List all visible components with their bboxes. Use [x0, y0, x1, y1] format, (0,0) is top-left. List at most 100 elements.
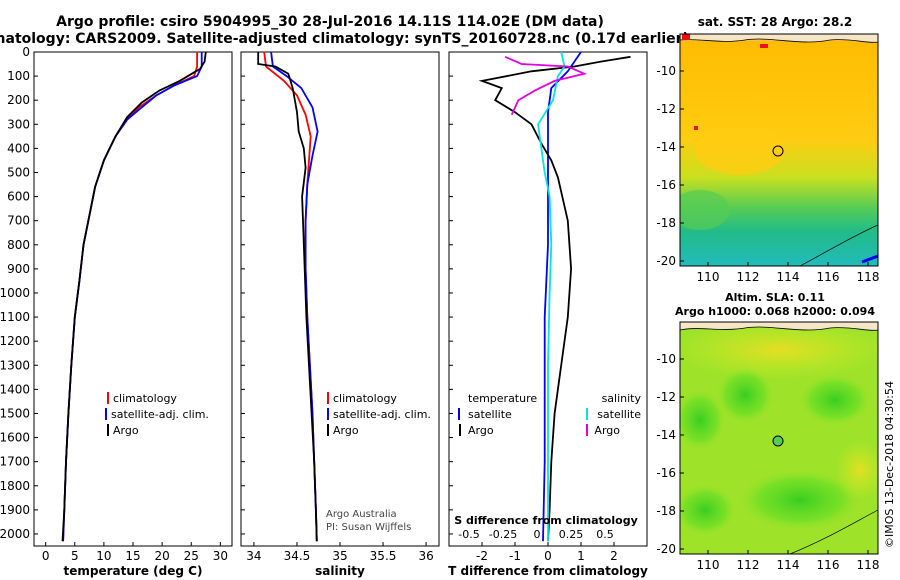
title-line-1: Argo profile: csiro 5904995_30 28-Jul-20… [56, 14, 604, 30]
sla-low-patch [717, 367, 773, 423]
map-lat-label: -12 [656, 390, 676, 404]
depth-tick-label: 400 [7, 141, 30, 155]
depth-tick-label: 2000 [0, 527, 30, 541]
map-lon-label: 110 [697, 270, 720, 284]
depth-tick-label: 1800 [0, 479, 30, 493]
salinity-lines [257, 51, 319, 542]
map-lon-label: 114 [777, 270, 800, 284]
s-difference-tick-label: -0.5 [458, 528, 479, 541]
x-axes: 0 5 10 15 20 25 30 34 34.5 35 35.5 36 -2 -1 0 1 2 -0.5 -0.… [42, 528, 618, 563]
depth-tick-label: 300 [7, 117, 30, 131]
s-difference-tick-label: 0.5 [596, 528, 614, 541]
sla-map-title-1: Altim. SLA: 0.11 [725, 291, 825, 304]
map-lat-label: -18 [656, 504, 676, 518]
x-tick-label: 1 [577, 549, 585, 563]
temperature-panel [33, 51, 233, 547]
legend-s-satellite: satellite [597, 408, 641, 421]
legend-satellite: satellite-adj. clim. [333, 408, 431, 421]
legend-climatology: climatology [113, 392, 177, 405]
sla-map-frame [679, 321, 879, 555]
legend-salinity-title: salinity [602, 392, 642, 405]
x-tick-label: 35.5 [370, 549, 397, 563]
map-lat-label: -14 [656, 428, 676, 442]
x-tick-label: 34 [246, 549, 261, 563]
t-difference-xlabel: T difference from climatology [448, 564, 648, 578]
sst-cool-patch [680, 190, 730, 230]
map-lat-label: -18 [656, 216, 676, 230]
legend-satellite: satellite-adj. clim. [111, 408, 209, 421]
x-tick-label: 34.5 [284, 549, 311, 563]
sst-map: sat. SST: 28 Argo: 28.2 -10-12-14-16-18-… [656, 15, 879, 284]
sla-high-patch [680, 322, 878, 380]
x-tick-label: 15 [125, 549, 140, 563]
series-line-satellite-adj-clim- [270, 51, 319, 542]
x-tick-label: 0 [42, 549, 50, 563]
series-line-climatology [263, 51, 318, 542]
x-tick-label: 25 [184, 549, 199, 563]
depth-tick-label: 1700 [0, 455, 30, 469]
series-line-salinity-satellite [537, 51, 566, 542]
depth-tick-label: 600 [7, 190, 30, 204]
legend-t-satellite: satellite [468, 408, 512, 421]
depth-tick-label: 1100 [0, 310, 30, 324]
annotation-argo-australia: Argo Australia [326, 509, 397, 520]
sst-map-ticks: -10 -12 -14 -16 -18 -20 110 112 114 116 118 [656, 64, 879, 284]
map-lat-label: -16 [656, 466, 676, 480]
x-tick-label: 0 [544, 549, 552, 563]
sla-map-ticks: -10 -12 -14 -16 -18 -20 110 112 114 116 118 [656, 352, 879, 572]
depth-tick-label: 1500 [0, 406, 30, 420]
map-lat-label: -20 [656, 254, 676, 268]
map-lat-label: -20 [656, 542, 676, 556]
sst-argo-marker [772, 145, 784, 157]
depth-axis: 0 100 200 300 400 500 600 700 800 900 1000 1100 1200… [0, 45, 453, 541]
depth-tick-label: 500 [7, 165, 30, 179]
temperature-legend: climatology satellite-adj. clim. Argo [105, 392, 209, 437]
depth-tick-label: 1400 [0, 382, 30, 396]
x-tick-label: -1 [509, 549, 521, 563]
sla-low-patch [680, 485, 735, 535]
salinity-panel [240, 51, 440, 547]
difference-legend-temperature: temperature satellite Argo [458, 392, 537, 437]
map-lon-label: 118 [857, 270, 880, 284]
series-line-argo [257, 52, 318, 542]
depth-tick-label: 1900 [0, 503, 30, 517]
credit-text: ©IMOS 13-Dec-2018 04:30:54 [883, 381, 896, 548]
legend-t-argo: Argo [468, 424, 494, 437]
depth-tick-label: 1000 [0, 286, 30, 300]
map-lat-label: -14 [656, 140, 676, 154]
x-tick-label: -2 [476, 549, 488, 563]
legend-climatology: climatology [333, 392, 397, 405]
depth-tick-label: 1200 [0, 334, 30, 348]
legend-argo: Argo [333, 424, 359, 437]
map-lon-label: 112 [737, 270, 760, 284]
difference-legend-salinity: salinity satellite Argo [586, 392, 642, 437]
x-tick-label: 36 [418, 549, 433, 563]
series-line-salinity-argo [504, 55, 588, 116]
series-line-temperature-argo [478, 55, 631, 542]
salinity-legend: climatology satellite-adj. clim. Argo Ar… [326, 392, 431, 533]
temperature-lines [61, 51, 207, 542]
sla-map: Altim. SLA: 0.11 Argo h1000: 0.068 h2000… [656, 291, 879, 572]
map-lon-label: 118 [857, 558, 880, 572]
s-difference-tick-label: 0 [534, 528, 541, 541]
x-tick-label: 20 [154, 549, 169, 563]
sla-low-patch [800, 375, 870, 425]
map-lat-label: -10 [656, 64, 676, 78]
series-line-climatology [62, 52, 199, 542]
map-lon-label: 110 [697, 558, 720, 572]
sla-high-patch [835, 440, 878, 500]
sst-map-frame [679, 33, 879, 267]
depth-tick-label: 800 [7, 238, 30, 252]
s-difference-tick-label: -0.25 [489, 528, 517, 541]
title-line-2: Climatology: CARS2009. Satellite-adjuste… [0, 31, 689, 47]
sla-map-title-2: Argo h1000: 0.068 h2000: 0.094 [675, 305, 875, 318]
x-tick-label: 30 [213, 549, 228, 563]
sla-low-patch [680, 390, 725, 450]
sst-warm-patch [695, 125, 785, 175]
sst-hot-pixel [760, 44, 768, 48]
series-line-satellite-adj-clim- [62, 52, 203, 542]
map-lon-label: 114 [777, 558, 800, 572]
depth-tick-label: 900 [7, 262, 30, 276]
legend-argo: Argo [113, 424, 139, 437]
